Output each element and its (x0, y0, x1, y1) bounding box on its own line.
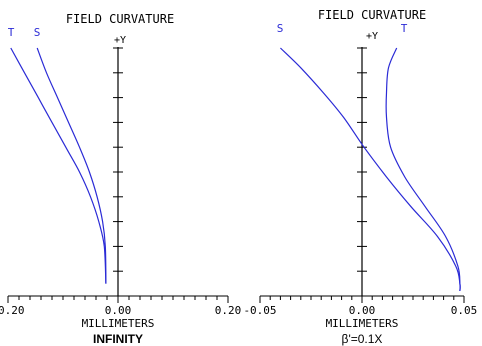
panel2-series-t-curve (385, 47, 461, 292)
panel2-condition-label: β'=0.1X (342, 332, 383, 346)
panel1-series-t-curve (10, 47, 107, 284)
panel1-series-t-label: T (8, 26, 15, 39)
panel2-x-tick-label-2: 0.00 (349, 304, 376, 317)
panel1-series-s-label: S (34, 26, 41, 39)
panel2-x-axis-label: MILLIMETERS (326, 317, 399, 330)
panel2-x-tick-label-1: -0.05 (243, 304, 276, 317)
panel2-series-t-label: T (401, 22, 408, 35)
panel1-title: FIELD CURVATURE (66, 12, 174, 26)
panel2-title: FIELD CURVATURE (318, 8, 426, 22)
panel2-x-tick-label-3: 0.05 (451, 304, 478, 317)
panel1-x-tick-label-1: -0.20 (0, 304, 25, 317)
panel1-x-axis-label: MILLIMETERS (82, 317, 155, 330)
panel2-series-s-label: S (277, 22, 284, 35)
panel1-y-axis-label: +Y (114, 35, 126, 46)
panel1-condition-label: INFINITY (93, 332, 143, 346)
panel2-y-axis-label: +Y (366, 31, 378, 42)
panel2-series-s-curve (279, 47, 461, 292)
panel1-x-tick-label-2: 0.00 (105, 304, 132, 317)
panel1-series-s-curve (36, 47, 107, 284)
panel1-x-tick-label-3: 0.20 (215, 304, 242, 317)
